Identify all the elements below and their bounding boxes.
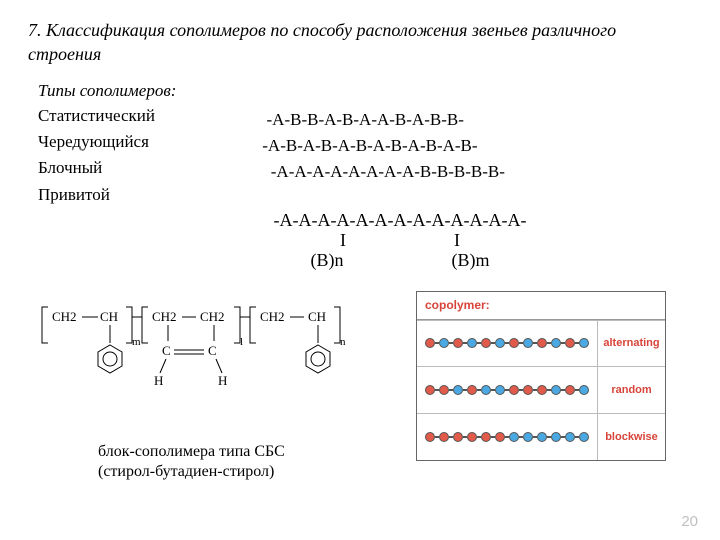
svg-text:l: l [240,336,243,348]
svg-text:CH: CH [308,309,326,324]
seq-block: -A-A-A-A-A-A-A-A-B-B-B-B-B- [258,159,505,185]
seq-alt: -A-B-A-B-A-B-A-B-A-B-A-B- [258,133,505,159]
label-alternating: alternating [597,320,665,367]
svg-text:H: H [218,373,227,388]
label-random: random [597,366,665,413]
type-item: Статистический [38,103,218,129]
copolymer-diagram: copolymer: alternating random blockwise [416,291,666,461]
graft-structure: -A-A-A-A-A-A-A-A-A-A-A-A-A- I I (B)n (B)… [108,210,692,271]
chain-alternating [417,320,597,367]
type-item: Чередующийся [38,129,218,155]
bottom-row: CH2 CH m CH2 CH2 l [28,281,692,484]
svg-text:n: n [340,336,346,348]
chain-random [417,366,597,413]
svg-text:H: H [154,373,163,388]
types-block: Типы сополимеров: Статистический Чередую… [38,81,692,208]
graft-bonds: I I [108,231,692,251]
seq-stat: -A-B-B-A-B-A-A-B-A-B-B- [258,107,505,133]
svg-text:C: C [162,343,171,358]
graft-main-chain: -A-A-A-A-A-A-A-A-A-A-A-A-A- [108,210,692,231]
type-item: Блочный [38,155,218,181]
page-number: 20 [681,513,698,530]
svg-text:CH: CH [100,309,118,324]
svg-text:CH2: CH2 [200,309,225,324]
types-list: Типы сополимеров: Статистический Чередую… [38,81,218,208]
section-title: 7. Классификация сополимеров по способу … [28,18,692,67]
chain-blockwise [417,413,597,460]
types-header: Типы сополимеров: [38,81,218,101]
structure-caption: блок-сополимера типа СБС (стирол-бутадие… [98,442,398,484]
graft-branches: (B)n (B)m [108,251,692,271]
svg-text:m: m [132,336,141,348]
label-blockwise: blockwise [597,413,665,460]
sequence-block: -A-B-B-A-B-A-A-B-A-B-B- -A-B-A-B-A-B-A-B… [258,107,505,208]
svg-text:CH2: CH2 [260,309,285,324]
diagram-header: copolymer: [417,292,665,320]
svg-text:CH2: CH2 [152,309,177,324]
sbs-formula-svg: CH2 CH m CH2 CH2 l [28,299,398,429]
type-item: Привитой [38,182,218,208]
chemical-structure: CH2 CH m CH2 CH2 l [28,299,398,484]
svg-text:CH2: CH2 [52,309,77,324]
svg-text:C: C [208,343,217,358]
